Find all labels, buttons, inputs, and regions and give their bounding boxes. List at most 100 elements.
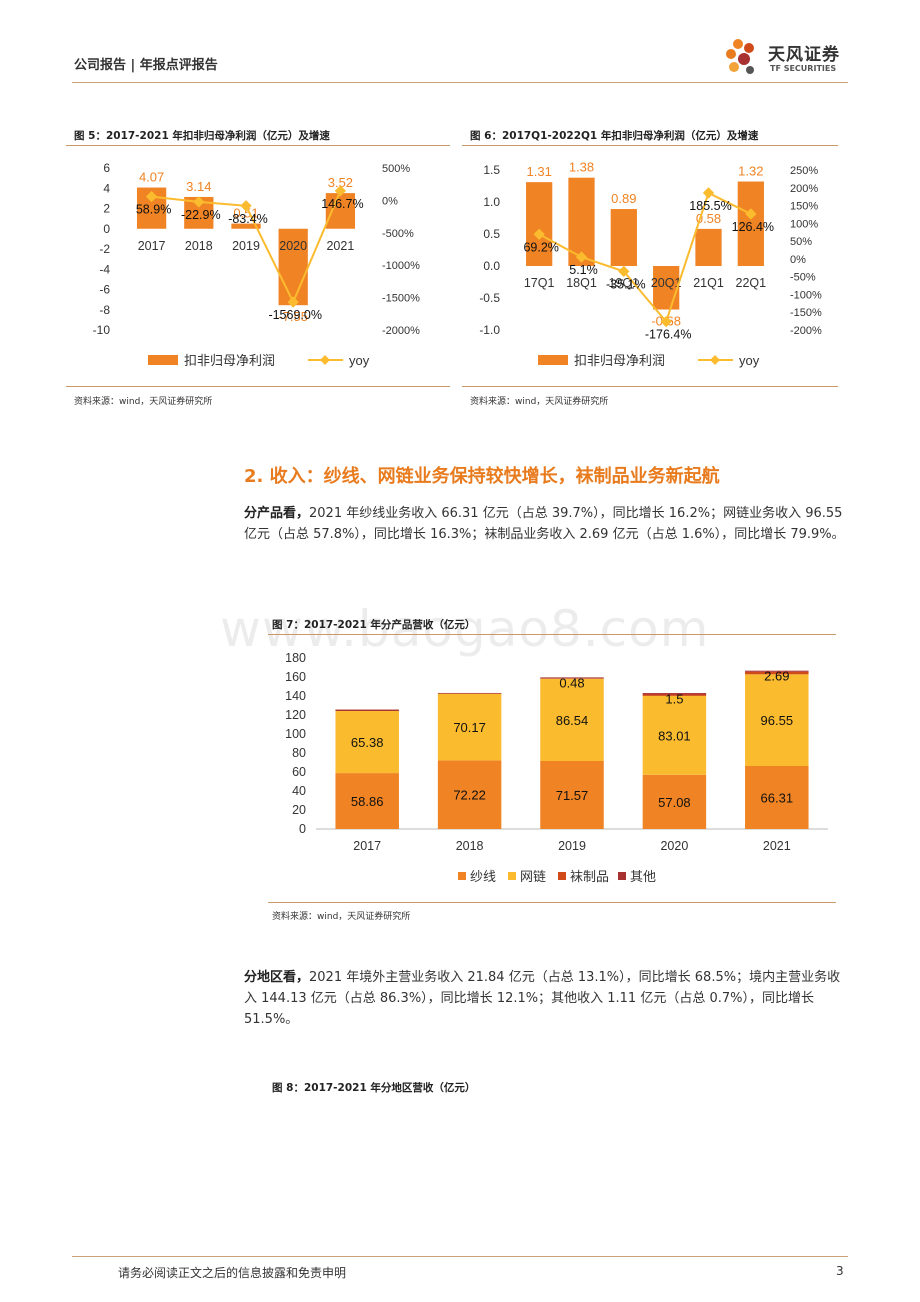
profit-bar	[278, 228, 308, 306]
y2-tick-label: 0%	[790, 254, 806, 266]
legend-line-label: yoy	[739, 353, 760, 368]
paragraph-by-region: 分地区看，2021 年境外主营业务收入 21.84 亿元（占总 13.1%），同…	[244, 967, 849, 1030]
stack-segment	[437, 692, 502, 694]
x-category-label: 18Q1	[566, 276, 597, 290]
profit-bar	[526, 182, 553, 266]
y2-tick-label: -1500%	[382, 293, 420, 305]
legend-label: 其他	[630, 869, 656, 884]
y2-tick-label: 150%	[790, 201, 818, 213]
footer-divider	[72, 1256, 848, 1257]
yoy-label: 5.1%	[569, 263, 598, 277]
legend-bar-swatch	[538, 355, 568, 365]
paragraph-by-product: 分产品看，2021 年纱线业务收入 66.31 亿元（占总 39.7%），同比增…	[244, 503, 849, 545]
yoy-label: 146.7%	[321, 197, 363, 211]
segment-value-label: 0.48	[559, 675, 584, 690]
paragraph-body: 2021 年境外主营业务收入 21.84 亿元（占总 13.1%），同比增长 6…	[244, 970, 841, 1027]
legend-line-label: yoy	[349, 353, 370, 368]
segment-value-label: 2.69	[764, 669, 789, 684]
legend-line-marker	[710, 355, 720, 365]
y2-tick-label: -500%	[382, 228, 414, 240]
legend-label: 袜制品	[570, 869, 609, 884]
x-category-label: 2017	[138, 239, 166, 253]
stack-segment	[745, 670, 809, 672]
segment-value-label: 57.08	[658, 795, 691, 810]
fig8-title: 图 8：2017-2021 年分地区营收（亿元）	[272, 1082, 476, 1094]
segment-value-label: 1.5	[665, 691, 683, 706]
y-tick-label: 120	[285, 708, 306, 722]
paragraph-lead: 分地区看，	[244, 970, 310, 985]
y-tick-label: 4	[103, 181, 110, 195]
stack-segment	[540, 677, 604, 679]
stack-segment	[335, 773, 399, 829]
x-category-label: 2020	[660, 839, 688, 853]
bar-value-label: 1.38	[569, 160, 594, 175]
yoy-label: 185.5%	[689, 199, 731, 213]
yoy-point	[193, 196, 205, 208]
header-divider	[72, 82, 848, 83]
y-tick-label: -6	[99, 283, 110, 297]
section-title: 2. 收入：纱线、网链业务保持较快增长，袜制品业务新起航	[244, 466, 720, 487]
yoy-label: 126.4%	[732, 220, 774, 234]
logo-text: 天风证券	[768, 45, 840, 65]
yoy-point	[145, 190, 158, 203]
y-tick-label: 2	[103, 202, 110, 216]
fig7-title: 图 7：2017-2021 年分产品营收（亿元）	[272, 619, 476, 631]
fig7-chart: 180 160 140 120 100 80 60 40 20 0 58.86 65.38 2017 72…	[285, 651, 828, 884]
x-category-label: 2019	[558, 839, 586, 853]
yoy-label: -83.4%	[228, 212, 268, 226]
yoy-line	[538, 191, 752, 324]
y-tick-label: -0.5	[479, 291, 500, 305]
y-tick-label: -2	[99, 242, 110, 256]
stack-segment	[642, 695, 707, 775]
stack-segment	[540, 678, 604, 762]
y-tick-label: 180	[285, 651, 306, 665]
bar-value-label: 3.52	[328, 175, 353, 190]
bar-value-label: 1.32	[738, 164, 763, 179]
y-tick-label: 20	[292, 803, 306, 817]
x-category-label: 21Q1	[693, 276, 724, 290]
x-category-label: 2021	[763, 839, 791, 853]
segment-value-label: 70.17	[453, 720, 486, 735]
y2-tick-label: 50%	[790, 236, 812, 248]
fig7-bottom-line	[268, 902, 836, 903]
stack-segment	[540, 761, 604, 829]
fig6-bottom-line	[462, 386, 838, 387]
yoy-label: -1569.0%	[268, 308, 322, 322]
profit-bar	[695, 228, 722, 266]
x-category-label: 2018	[456, 839, 484, 853]
segment-value-label: 72.22	[453, 788, 486, 803]
fig6-top-line	[462, 145, 838, 146]
profit-bar	[737, 181, 764, 266]
y-tick-label: 6	[103, 161, 110, 175]
y2-tick-label: -150%	[790, 307, 822, 319]
x-category-label: 2021	[326, 239, 354, 253]
x-category-label: 22Q1	[736, 276, 767, 290]
y2-tick-label: -1000%	[382, 260, 420, 272]
legend-bar-label: 扣非归母净利润	[574, 353, 665, 368]
stack-segment	[437, 760, 502, 829]
fig5-title: 图 5：2017-2021 年扣非归母净利润（亿元）及增速	[74, 130, 330, 142]
y-tick-label: 40	[292, 784, 306, 798]
y-tick-label: 100	[285, 727, 306, 741]
fig7-source: 资料来源：wind，天风证券研究所	[272, 912, 411, 922]
x-category-label: 2019	[232, 239, 260, 253]
stack-segment	[335, 710, 399, 774]
y2-tick-label: 200%	[790, 183, 818, 195]
legend-bar-swatch	[148, 355, 178, 365]
segment-value-label: 65.38	[351, 735, 384, 750]
y-tick-label: 0.0	[483, 259, 500, 273]
x-category-label: 2020	[279, 239, 307, 253]
y2-tick-label: -2000%	[382, 325, 420, 337]
y-tick-label: 140	[285, 689, 306, 703]
y-tick-label: 1.0	[483, 195, 500, 209]
segment-value-label: 96.55	[761, 713, 794, 728]
x-category-label: 2017	[353, 839, 381, 853]
yoy-point	[702, 187, 715, 199]
yoy-label: -176.4%	[645, 328, 692, 342]
legend-swatch	[458, 872, 466, 880]
yoy-point	[287, 296, 299, 308]
legend-bar-label: 扣非归母净利润	[184, 353, 275, 368]
profit-bar	[325, 193, 356, 229]
profit-bar	[610, 209, 637, 266]
legend-swatch	[618, 872, 626, 880]
